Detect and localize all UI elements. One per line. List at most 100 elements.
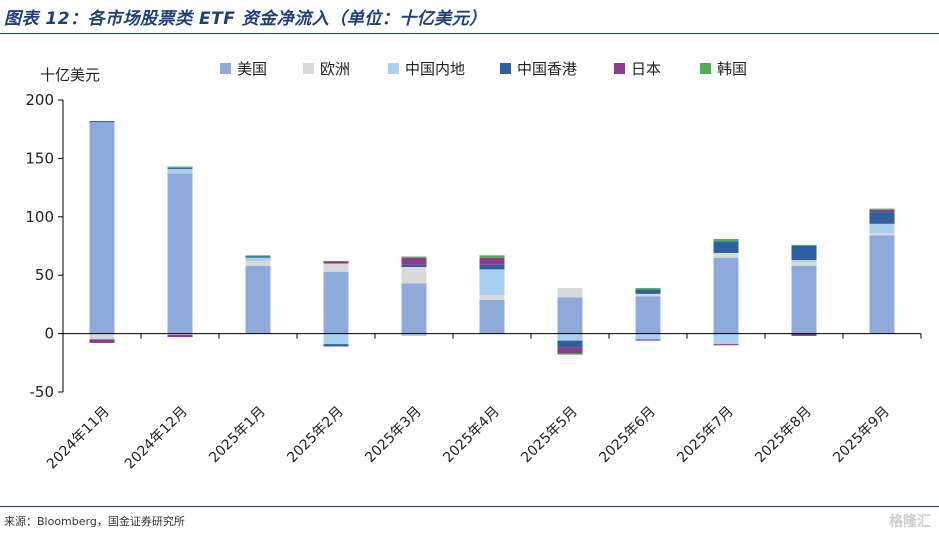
bar-segment-japan [323, 261, 349, 264]
bar-segment-china_mainland [557, 333, 583, 341]
y-tick-label: -50 [30, 383, 55, 401]
legend-label-us: 美国 [237, 60, 267, 78]
bar-segment-korea [245, 255, 271, 257]
x-tick-label: 2024年12月 [122, 404, 191, 473]
footer-divider [0, 506, 939, 507]
bar-segment-japan [557, 347, 583, 354]
bar-segment-korea [635, 288, 661, 290]
bar-segment-hongkong [869, 212, 895, 224]
y-tick-label: 50 [35, 266, 54, 284]
bar-segment-japan [89, 339, 115, 343]
bar-segment-europe [869, 233, 895, 236]
bar-segment-hongkong [635, 289, 661, 294]
page-title: 图表 12：各市场股票类 ETF 资金净流入（单位：十亿美元） [4, 9, 487, 29]
y-axis-label: 十亿美元 [40, 66, 100, 84]
x-tick-label: 2025年3月 [362, 404, 425, 467]
bar-segment-us [557, 297, 583, 334]
legend-swatch-japan [614, 63, 625, 74]
bar-segment-europe [713, 253, 739, 258]
bar-segment-us [323, 271, 349, 334]
bars [89, 121, 895, 355]
bar-segment-hongkong [323, 344, 349, 347]
bar-segment-china_mainland [713, 333, 739, 345]
bar-segment-hongkong [245, 256, 271, 258]
bar-segment-europe [791, 262, 817, 266]
x-tick-label: 2025年1月 [206, 404, 269, 467]
bar-segment-us [167, 173, 193, 334]
bar-segment-japan [635, 339, 661, 341]
bar-segment-china_mainland [791, 260, 817, 263]
bar-segment-us [791, 265, 817, 334]
bar-segment-japan [713, 344, 739, 346]
y-axis: -50 0 50 100 150 200 [25, 91, 64, 401]
bar-segment-china_mainland [869, 223, 895, 234]
y-tick-label: 150 [25, 149, 54, 167]
bar-segment-hongkong [167, 167, 193, 169]
x-axis: 2024年11月 2024年12月 2025年1月 2025年2月 2025年3月 202… [44, 333, 922, 473]
bar-segment-us [713, 257, 739, 334]
chart-legend: 美国 欧洲 中国内地 中国香港 日本 韩国 [220, 60, 747, 78]
bar-segment-japan [167, 334, 193, 338]
legend-label-japan: 日本 [631, 60, 661, 78]
legend-swatch-korea [700, 63, 711, 74]
legend-label-china_mainland: 中国内地 [405, 60, 465, 78]
bar-segment-korea [401, 256, 427, 258]
y-tick-label: 100 [25, 208, 54, 226]
legend-label-korea: 韩国 [717, 60, 747, 78]
bar-segment-us [401, 283, 427, 334]
bar-segment-europe [635, 293, 661, 297]
bar-segment-korea [791, 244, 817, 246]
bar-segment-korea [557, 353, 583, 355]
bar-segment-us [479, 299, 505, 334]
bar-segment-europe [401, 267, 427, 284]
bar-segment-europe [245, 261, 271, 266]
bar-segment-china_mainland [323, 333, 349, 345]
x-tick-label: 2025年2月 [284, 404, 347, 467]
legend-swatch-us [220, 63, 231, 74]
x-tick-label: 2025年9月 [830, 404, 893, 467]
legend-swatch-china_mainland [388, 63, 399, 74]
bar-segment-europe [557, 288, 583, 298]
bar-segment-us [245, 265, 271, 334]
bar-segment-hongkong [791, 246, 817, 261]
x-tick-label: 2025年8月 [752, 404, 815, 467]
bar-segment-japan [791, 333, 817, 336]
title-divider [0, 33, 939, 34]
x-tick-label: 2025年7月 [674, 404, 737, 467]
bar-segment-japan [401, 257, 427, 265]
x-tick-label: 2024年11月 [44, 404, 113, 473]
watermark-logo: 格隆汇 [889, 514, 931, 530]
x-tick-label: 2025年6月 [596, 404, 659, 467]
bar-segment-europe [323, 263, 349, 272]
y-tick-label: 200 [25, 91, 54, 109]
x-tick-label: 2025年5月 [518, 404, 581, 467]
bar-segment-europe [167, 333, 193, 335]
bar-segment-hongkong [89, 121, 115, 123]
bar-segment-china_mainland [479, 269, 505, 296]
bar-segment-korea [479, 255, 505, 258]
bar-segment-us [869, 235, 895, 334]
bar-segment-us [89, 122, 115, 334]
legend-label-hongkong: 中国香港 [517, 60, 577, 78]
bar-segment-china_mainland [167, 168, 193, 174]
bar-segment-hongkong [713, 241, 739, 254]
source-note: 来源：Bloomberg，国金证券研究所 [4, 515, 185, 528]
bar-segment-china_mainland [245, 257, 271, 262]
y-tick-label: 0 [44, 325, 54, 343]
legend-swatch-europe [303, 63, 314, 74]
bar-segment-china_mainland [401, 333, 427, 336]
legend-label-europe: 欧洲 [320, 60, 350, 78]
bar-segment-japan [479, 257, 505, 265]
legend-swatch-hongkong [500, 63, 511, 74]
bar-segment-hongkong [557, 340, 583, 348]
x-tick-label: 2025年4月 [440, 404, 503, 467]
bar-segment-korea [869, 208, 895, 210]
bar-segment-europe [479, 295, 505, 300]
bar-segment-japan [869, 209, 895, 213]
bar-segment-hongkong [479, 264, 505, 270]
bar-segment-hongkong [401, 264, 427, 268]
etf-flow-chart: 十亿美元 美国 欧洲 中国内地 中国香港 日本 韩国 -50 0 50 100 150 200 20… [25, 60, 922, 473]
bar-segment-us [635, 296, 661, 334]
bar-segment-korea [167, 166, 193, 168]
bar-segment-china_mainland [89, 338, 115, 340]
